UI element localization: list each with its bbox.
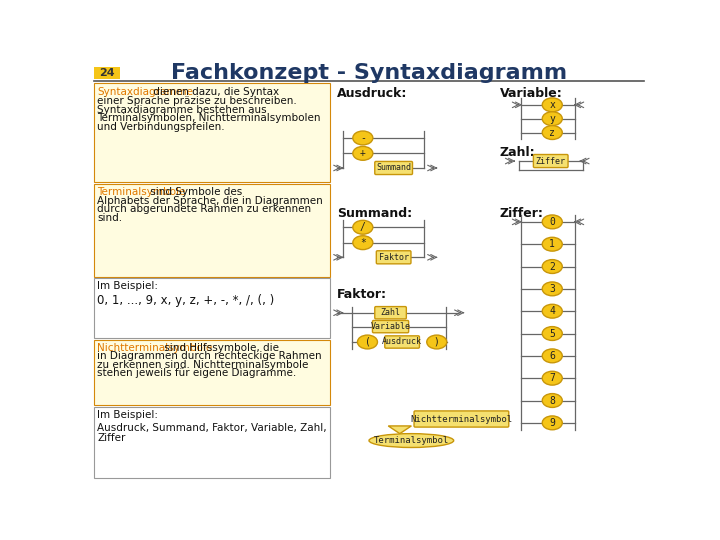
Text: Syntaxdiagramme: Syntaxdiagramme [97, 87, 193, 97]
FancyBboxPatch shape [94, 83, 330, 182]
Ellipse shape [542, 215, 562, 229]
Ellipse shape [542, 237, 562, 251]
Text: Fachkonzept - Syntaxdiagramm: Fachkonzept - Syntaxdiagramm [171, 63, 567, 83]
FancyBboxPatch shape [94, 184, 330, 276]
Text: Im Beispiel:: Im Beispiel: [97, 410, 158, 420]
Text: 6: 6 [549, 351, 555, 361]
Text: Zahl:: Zahl: [500, 146, 536, 159]
Text: Terminalsymbolen, Nichtterminalsymbolen: Terminalsymbolen, Nichtterminalsymbolen [97, 113, 320, 123]
Ellipse shape [542, 416, 562, 430]
Text: stehen jeweils für eigene Diagramme.: stehen jeweils für eigene Diagramme. [97, 368, 297, 378]
Text: 0, 1, ..., 9, x, y, z, +, -, *, /, (, ): 0, 1, ..., 9, x, y, z, +, -, *, /, (, ) [97, 294, 274, 307]
Text: dienen dazu, die Syntax: dienen dazu, die Syntax [150, 87, 279, 97]
Ellipse shape [369, 434, 454, 448]
FancyBboxPatch shape [534, 154, 568, 167]
Ellipse shape [542, 349, 562, 363]
Text: 1: 1 [549, 239, 555, 249]
Text: 24: 24 [99, 68, 115, 78]
Text: Summand: Summand [376, 164, 411, 172]
Text: z: z [549, 127, 555, 138]
Text: x: x [549, 100, 555, 110]
Text: Nichtterminalsymbole: Nichtterminalsymbole [97, 343, 212, 353]
Ellipse shape [542, 260, 562, 273]
Text: y: y [549, 114, 555, 124]
Text: sind Symbole des: sind Symbole des [148, 187, 243, 197]
Text: Ausdruck: Ausdruck [382, 338, 422, 347]
Text: 3: 3 [549, 284, 555, 294]
FancyBboxPatch shape [94, 67, 120, 79]
Text: durch abgerundete Rahmen zu erkennen: durch abgerundete Rahmen zu erkennen [97, 204, 311, 214]
Text: und Verbindungspfeilen.: und Verbindungspfeilen. [97, 122, 225, 132]
Ellipse shape [353, 220, 373, 234]
Text: Summand:: Summand: [337, 207, 412, 220]
Text: Faktor:: Faktor: [337, 288, 387, 301]
Text: Ausdruck, Summand, Faktor, Variable, Zahl,: Ausdruck, Summand, Faktor, Variable, Zah… [97, 423, 327, 433]
FancyBboxPatch shape [375, 161, 413, 174]
FancyBboxPatch shape [94, 278, 330, 338]
Text: Faktor: Faktor [379, 253, 409, 262]
Ellipse shape [542, 372, 562, 385]
Text: 7: 7 [549, 373, 555, 383]
Ellipse shape [427, 335, 447, 349]
Text: 2: 2 [549, 261, 555, 272]
Text: Variable:: Variable: [500, 87, 562, 100]
Text: Variable: Variable [371, 322, 410, 331]
Polygon shape [388, 426, 411, 434]
Text: -: - [360, 133, 366, 143]
Ellipse shape [542, 394, 562, 408]
FancyBboxPatch shape [94, 340, 330, 405]
Text: +: + [360, 148, 366, 158]
Text: ): ) [434, 337, 440, 347]
Ellipse shape [542, 98, 562, 112]
FancyBboxPatch shape [94, 407, 330, 478]
Ellipse shape [353, 146, 373, 160]
Text: Ziffer:: Ziffer: [500, 207, 544, 220]
Text: sind Hilfssymbole, die: sind Hilfssymbole, die [161, 343, 279, 353]
FancyBboxPatch shape [414, 411, 509, 427]
Text: Ziffer: Ziffer [536, 157, 566, 166]
Text: 4: 4 [549, 306, 555, 316]
FancyBboxPatch shape [384, 336, 420, 348]
FancyBboxPatch shape [372, 320, 409, 333]
Text: Ausdruck:: Ausdruck: [337, 87, 407, 100]
Ellipse shape [542, 112, 562, 126]
Ellipse shape [357, 335, 377, 349]
Text: 9: 9 [549, 418, 555, 428]
Ellipse shape [542, 282, 562, 296]
Ellipse shape [542, 327, 562, 340]
Text: 8: 8 [549, 395, 555, 406]
Text: 0: 0 [549, 217, 555, 227]
Text: (: ( [364, 337, 370, 347]
Ellipse shape [542, 304, 562, 318]
Text: einer Sprache präzise zu beschreiben.: einer Sprache präzise zu beschreiben. [97, 96, 297, 106]
Text: Alphabets der Sprache, die in Diagrammen: Alphabets der Sprache, die in Diagrammen [97, 195, 323, 206]
Text: *: * [360, 238, 366, 248]
Ellipse shape [353, 236, 373, 249]
Text: Nichtterminalsymbol: Nichtterminalsymbol [410, 415, 513, 423]
Text: in Diagrammen durch rechteckige Rahmen: in Diagrammen durch rechteckige Rahmen [97, 351, 322, 361]
FancyBboxPatch shape [375, 307, 406, 319]
Text: Syntaxdiagramme bestehen aus: Syntaxdiagramme bestehen aus [97, 105, 267, 115]
Ellipse shape [353, 131, 373, 145]
Ellipse shape [542, 126, 562, 139]
Text: Terminalsymbole: Terminalsymbole [97, 187, 186, 197]
Text: Terminalsymbol: Terminalsymbol [374, 436, 449, 445]
Text: sind.: sind. [97, 213, 122, 222]
Text: Im Beispiel:: Im Beispiel: [97, 281, 158, 291]
FancyBboxPatch shape [377, 251, 411, 264]
Text: Zahl: Zahl [381, 308, 400, 317]
Text: Ziffer: Ziffer [97, 433, 125, 443]
Text: /: / [360, 222, 366, 232]
Text: 5: 5 [549, 328, 555, 339]
Text: zu erkennen sind. Nichtterminalsymbole: zu erkennen sind. Nichtterminalsymbole [97, 360, 309, 370]
